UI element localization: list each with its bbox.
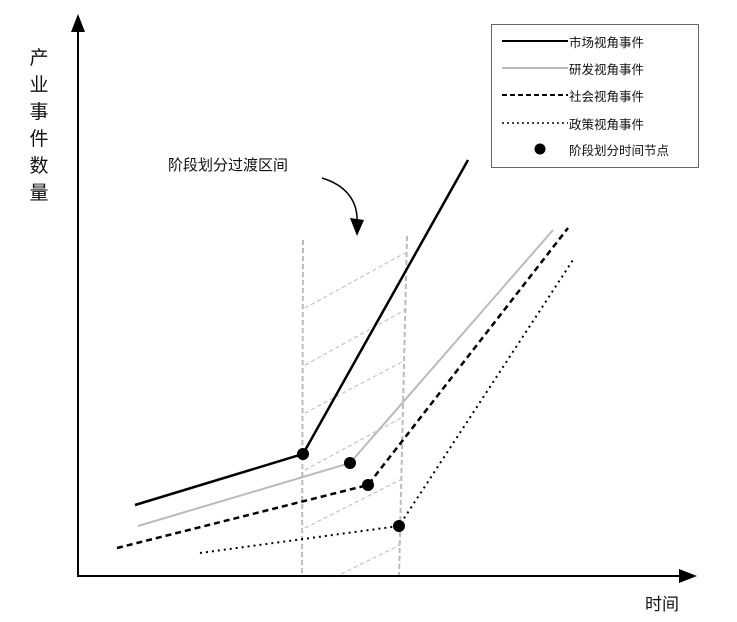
series-policy-line bbox=[199, 259, 574, 554]
node-market bbox=[297, 448, 309, 460]
legend-swatch-dotted bbox=[502, 122, 568, 124]
legend-item-policy: 政策视角事件 bbox=[492, 111, 698, 135]
transition-annotation: 阶段划分过渡区间 bbox=[168, 156, 289, 174]
legend-label: 阶段划分时间节点 bbox=[569, 143, 670, 158]
legend-item-market: 市场视角事件 bbox=[492, 29, 698, 53]
legend-item-node: 阶段划分时间节点 bbox=[492, 137, 698, 161]
band-hatch-line bbox=[304, 361, 403, 414]
transition-band bbox=[301, 235, 408, 578]
x-axis-label: 时间 bbox=[645, 595, 679, 615]
node-rd bbox=[344, 457, 356, 469]
legend-swatch-dashed bbox=[502, 94, 568, 96]
legend-item-social: 社会视角事件 bbox=[492, 83, 698, 107]
legend-label: 社会视角事件 bbox=[569, 89, 645, 104]
legend-swatch-dot-icon bbox=[534, 143, 546, 155]
band-hatch-line bbox=[304, 252, 406, 309]
legend-label: 市场视角事件 bbox=[569, 35, 645, 50]
annotation-arrow-head-icon bbox=[350, 218, 364, 236]
legend-swatch-solid-black bbox=[502, 40, 568, 42]
y-axis-label: 产业事件数量 bbox=[29, 47, 49, 204]
legend-label: 政策视角事件 bbox=[569, 117, 645, 132]
x-axis-arrow-icon bbox=[679, 569, 697, 583]
band-hatch-line bbox=[304, 479, 401, 529]
band-left-boundary bbox=[301, 239, 304, 578]
node-policy bbox=[393, 520, 405, 532]
legend-item-rd: 研发视角事件 bbox=[492, 56, 698, 80]
series-social-line bbox=[116, 227, 569, 550]
legend-label: 研发视角事件 bbox=[569, 62, 645, 77]
legend: 市场视角事件 研发视角事件 社会视角事件 政策视角事件 阶段划分时间节点 bbox=[491, 24, 699, 168]
y-axis-arrow-icon bbox=[71, 14, 85, 32]
annotation-arrow bbox=[321, 177, 358, 223]
legend-swatch-solid-gray bbox=[502, 67, 568, 69]
node-social bbox=[362, 479, 374, 491]
band-hatch-line bbox=[304, 309, 406, 366]
band-hatch-line bbox=[334, 544, 401, 578]
